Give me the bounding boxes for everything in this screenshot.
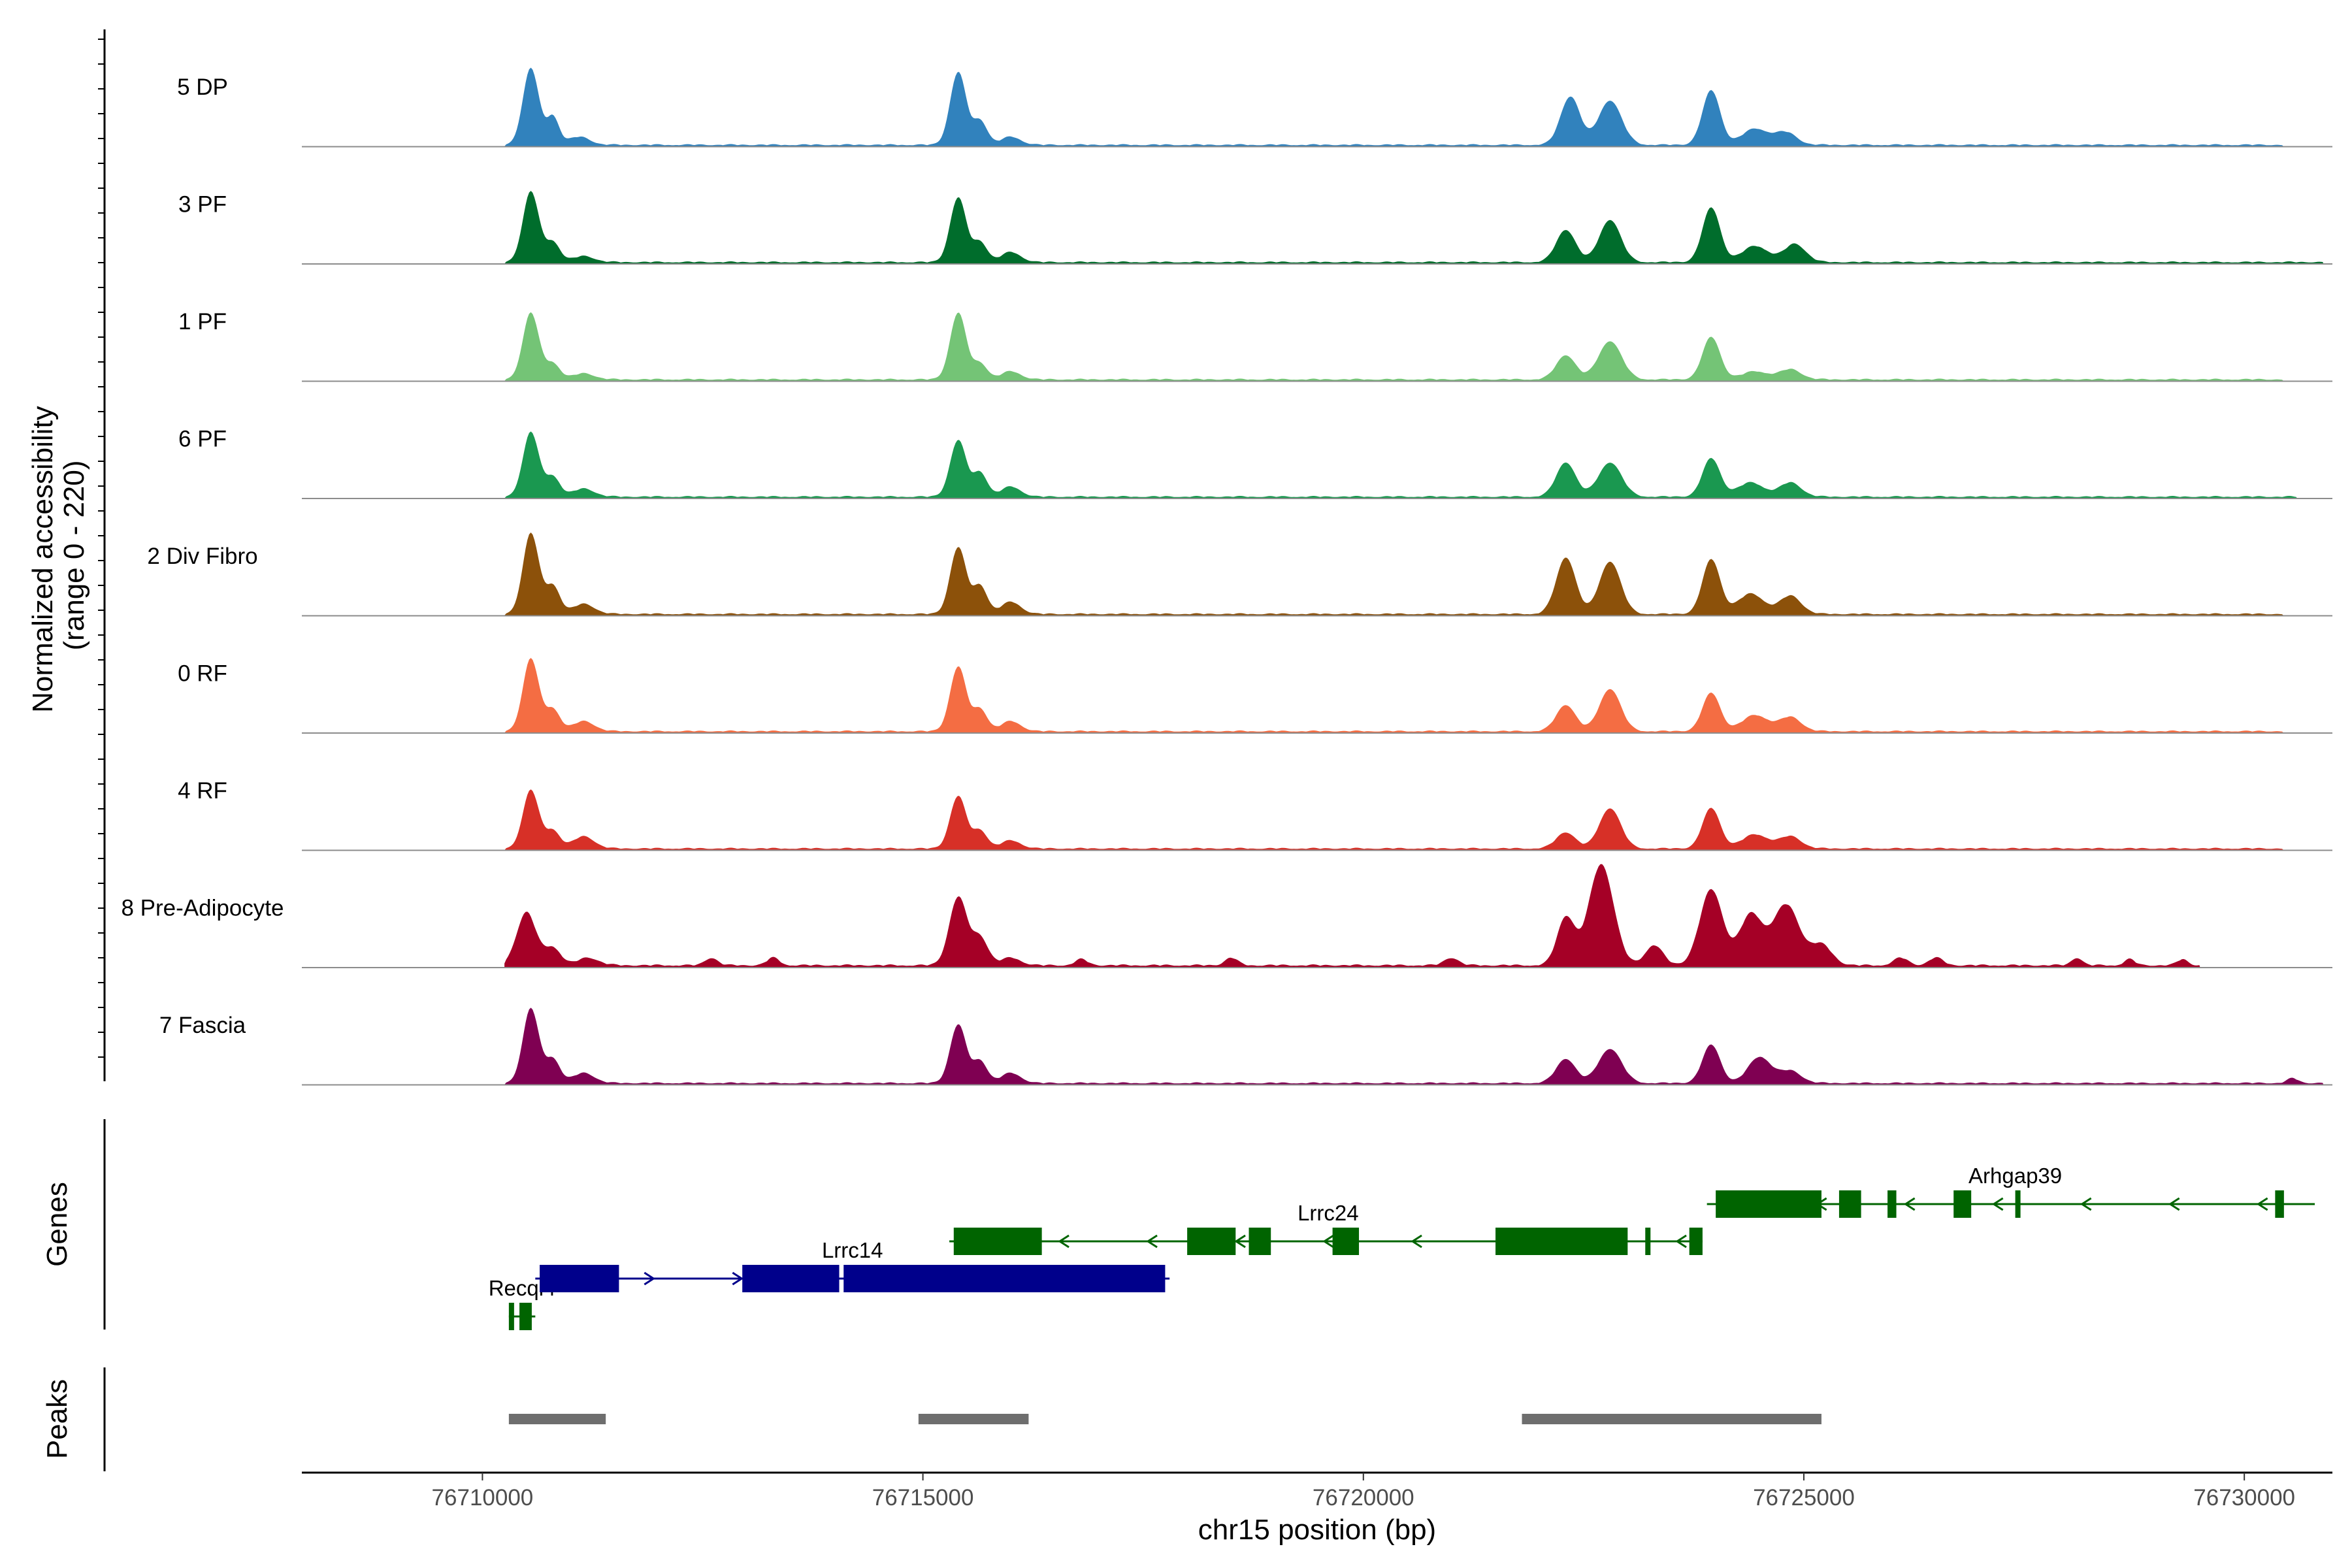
coverage-area	[504, 191, 2324, 264]
y-axis-title-line1: Normalized accessibility	[27, 406, 59, 712]
gene-lrrc24: Lrrc24	[949, 1201, 1703, 1255]
track-7-fascia: 7 Fascia	[159, 1007, 2332, 1086]
track-label: 6 PF	[178, 426, 227, 451]
strand-arrow	[1146, 1234, 1158, 1249]
x-axis-title: chr15 position (bp)	[1198, 1514, 1436, 1546]
track-8-pre-adipocyte: 8 Pre-Adipocyte	[121, 864, 2332, 968]
gene-exon	[2275, 1190, 2284, 1218]
x-tick-label: 76715000	[872, 1485, 974, 1511]
gene-label: Lrrc14	[822, 1238, 883, 1262]
gene-exon	[843, 1265, 1166, 1292]
gene-exon	[1716, 1190, 1821, 1218]
strand-arrow	[1675, 1234, 1687, 1249]
coverage-area	[504, 864, 2200, 968]
track-label: 7 Fascia	[159, 1013, 246, 1038]
track-5-dp: 5 DP	[177, 67, 2332, 148]
coverage-tracks: 5 DP 3 PF 1 PF 6 PF 2 Div Fibro 0 RF 4 RF 8 Pre…	[121, 67, 2332, 1086]
gene-exon	[508, 1303, 514, 1330]
coverage-area	[504, 67, 2284, 147]
gene-exon	[1332, 1228, 1360, 1255]
gene-exon	[519, 1303, 532, 1330]
peaks-panel-title: Peaks	[41, 1379, 73, 1459]
gene-arhgap39: Arhgap39	[1707, 1164, 2315, 1218]
strand-arrow	[2080, 1197, 2092, 1211]
gene-exon	[953, 1228, 1042, 1255]
track-label: 4 RF	[178, 778, 227, 804]
gene-exon	[2015, 1190, 2021, 1218]
gene-exon	[1887, 1190, 1897, 1218]
coverage-area	[504, 431, 2298, 498]
track-1-pf: 1 PF	[178, 309, 2332, 382]
gene-exon	[1838, 1190, 1861, 1218]
coverage-area	[504, 532, 2284, 616]
strand-arrow	[1058, 1234, 1070, 1249]
genes-panel-title: Genes	[41, 1182, 73, 1267]
x-axis: 76710000 76715000 76720000 76725000 76730000…	[302, 1471, 2332, 1546]
track-label: 8 Pre-Adipocyte	[121, 895, 284, 921]
coverage-y-axis	[98, 29, 106, 1081]
peak-region-bar	[918, 1414, 1029, 1424]
peak-region-bar	[1522, 1414, 1821, 1424]
strand-arrow	[1991, 1197, 2004, 1211]
peak-region-bar	[508, 1414, 606, 1424]
gene-exon	[540, 1265, 619, 1292]
gene-label: Arhgap39	[1968, 1164, 2062, 1188]
track-label: 5 DP	[177, 74, 228, 100]
strand-arrow	[1411, 1234, 1422, 1249]
peaks-panel: Peaks	[41, 1367, 1821, 1471]
strand-arrow	[2256, 1197, 2268, 1211]
gene-exon	[1249, 1228, 1271, 1255]
peak-regions	[508, 1414, 1821, 1424]
track-3-pf: 3 PF	[178, 191, 2332, 265]
x-tick-label: 76725000	[1753, 1485, 1855, 1511]
x-axis-ticks: 76710000 76715000 76720000 76725000 76730000	[432, 1473, 2295, 1511]
strand-arrow	[1234, 1234, 1246, 1249]
y-axis-title: Normalized accessibility (range 0 - 220)	[27, 398, 90, 713]
coverage-area	[504, 658, 2284, 733]
track-0-rf: 0 RF	[178, 658, 2332, 734]
gene-exon	[1689, 1228, 1703, 1255]
track-2-div-fibro: 2 Div Fibro	[147, 532, 2332, 617]
track-label: 1 PF	[178, 309, 227, 335]
strand-arrow	[644, 1271, 656, 1286]
gene-lrrc14: Lrrc14	[535, 1238, 1170, 1292]
gene-exon	[1645, 1228, 1651, 1255]
track-4-rf: 4 RF	[178, 778, 2332, 851]
y-axis-title-line2: (range 0 - 220)	[58, 460, 90, 650]
gene-exon	[1495, 1228, 1628, 1255]
strand-arrow	[1903, 1197, 1916, 1211]
strand-arrow	[1322, 1234, 1334, 1249]
x-tick-label: 76730000	[2193, 1485, 2295, 1511]
gene-exon	[742, 1265, 840, 1292]
gene-label: Lrrc24	[1298, 1201, 1359, 1225]
gene-exon	[1953, 1190, 1972, 1218]
strand-arrow	[732, 1271, 744, 1286]
coverage-area	[504, 1007, 2324, 1085]
track-label: 3 PF	[178, 191, 227, 217]
coverage-area	[504, 789, 2284, 851]
strand-arrow	[2168, 1197, 2180, 1211]
x-tick-label: 76720000	[1313, 1485, 1414, 1511]
x-tick-label: 76710000	[432, 1485, 534, 1511]
coverage-area	[504, 312, 2284, 382]
track-label: 2 Div Fibro	[147, 544, 257, 569]
track-label: 0 RF	[178, 661, 227, 686]
track-6-pf: 6 PF	[178, 426, 2332, 499]
gene-exon	[1187, 1228, 1236, 1255]
